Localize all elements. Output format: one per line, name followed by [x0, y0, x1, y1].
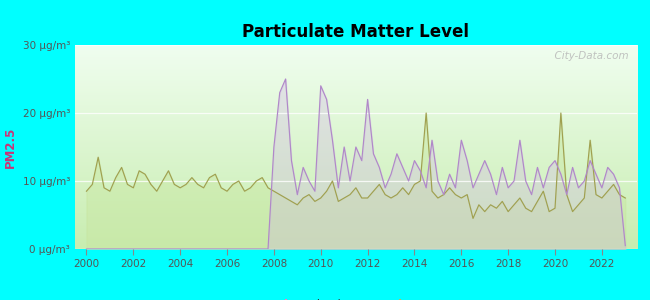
Y-axis label: PM2.5: PM2.5	[4, 126, 17, 168]
Legend: Lakeview, CA, US: Lakeview, CA, US	[274, 294, 437, 300]
Text: City-Data.com: City-Data.com	[548, 51, 629, 61]
Title: Particulate Matter Level: Particulate Matter Level	[242, 23, 469, 41]
